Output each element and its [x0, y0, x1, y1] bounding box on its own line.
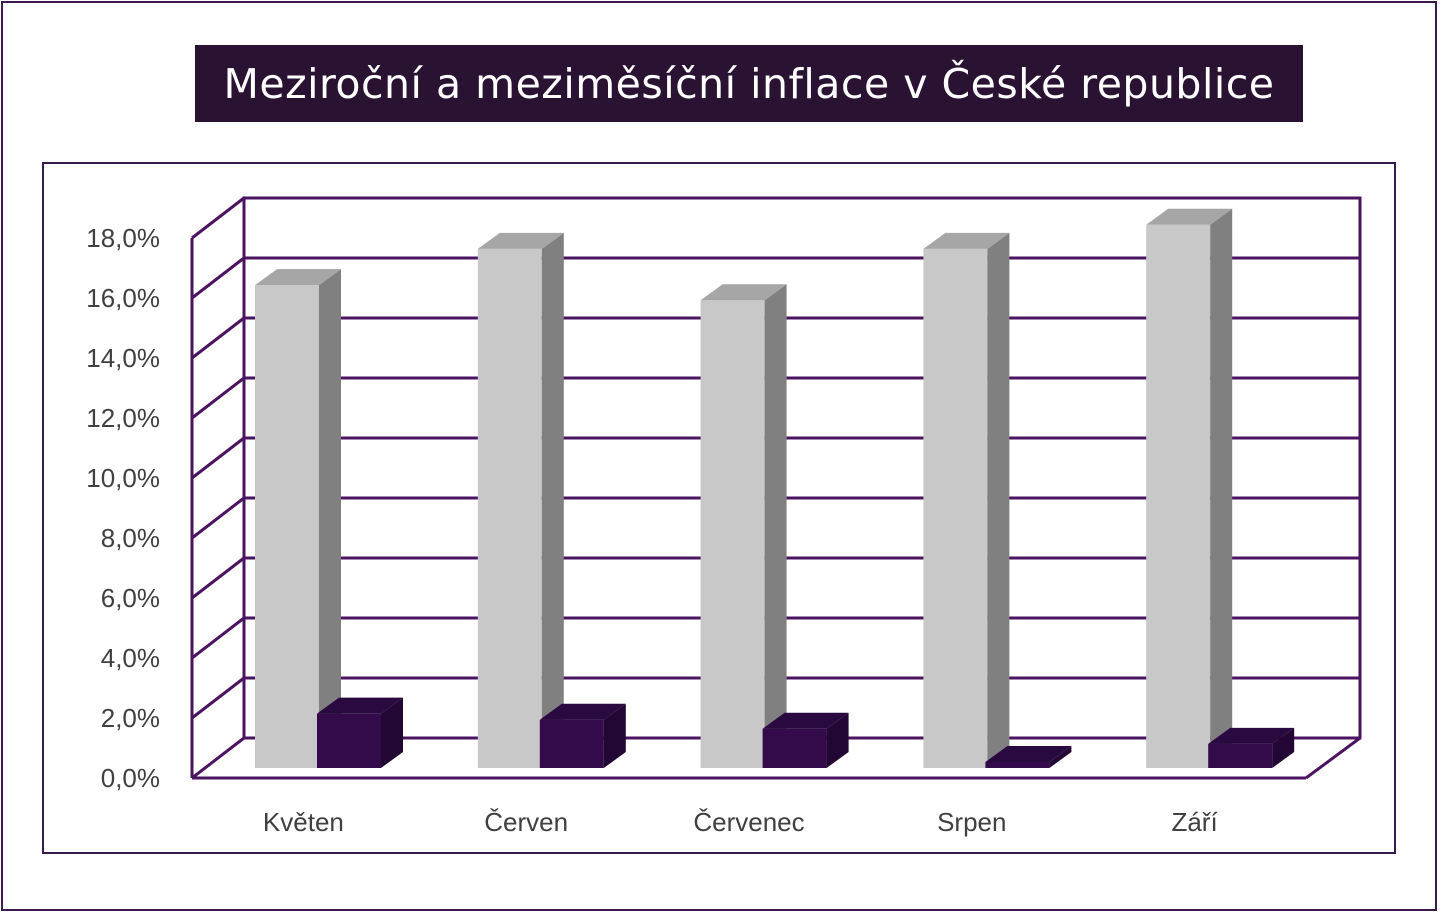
- bar-top: [923, 232, 1010, 249]
- x-axis-labels: Květen Červen Červenec Srpen Září: [263, 807, 1219, 837]
- y-tick-label: 16,0%: [86, 283, 160, 313]
- bar: [762, 712, 849, 768]
- bar-front: [477, 248, 542, 769]
- chart-title-box: Meziroční a meziměsíční inflace v České …: [195, 45, 1303, 122]
- bar: [539, 703, 626, 768]
- bar-side: [1272, 727, 1295, 768]
- bar-side: [1210, 208, 1233, 768]
- bars: [255, 208, 1295, 769]
- bar-front: [255, 285, 319, 768]
- bar-front: [923, 248, 988, 769]
- bar-side: [541, 232, 564, 769]
- bar-top: [1208, 727, 1295, 744]
- bar: [477, 232, 564, 769]
- x-category-label: Srpen: [937, 807, 1006, 837]
- bar-front: [317, 713, 381, 768]
- x-category-label: Červen: [484, 807, 568, 837]
- gridline-side: [191, 676, 245, 720]
- gridline-side: [191, 436, 245, 480]
- bar: [317, 697, 403, 768]
- bar-front: [1146, 224, 1211, 768]
- bar-side: [1049, 745, 1072, 768]
- bar-top: [1146, 208, 1233, 225]
- gridline-side: [191, 376, 245, 420]
- bar-front: [700, 300, 765, 768]
- bar: [700, 284, 787, 768]
- x-category-label: Září: [1171, 807, 1218, 837]
- y-tick-label: 18,0%: [86, 223, 160, 253]
- y-tick-label: 6,0%: [101, 583, 160, 613]
- y-tick-label: 12,0%: [86, 403, 160, 433]
- bar: [255, 269, 341, 768]
- bar: [1208, 727, 1295, 768]
- y-tick-label: 2,0%: [101, 703, 160, 733]
- bar-front: [762, 728, 827, 768]
- y-tick-label: 10,0%: [86, 463, 160, 493]
- gridline-side: [191, 556, 245, 600]
- gridline-side: [191, 496, 245, 540]
- gridline-side: [191, 196, 245, 240]
- bar-top: [539, 703, 626, 720]
- bar-front: [1208, 743, 1273, 768]
- bar-front: [539, 719, 604, 768]
- gridline-side: [191, 316, 245, 360]
- bar-top: [255, 269, 341, 286]
- bar-side: [987, 232, 1010, 769]
- floor-right-edge: [1305, 736, 1361, 780]
- y-tick-label: 8,0%: [101, 523, 160, 553]
- bar-side: [603, 703, 626, 768]
- chart-title: Meziroční a meziměsíční inflace v České …: [223, 59, 1275, 108]
- bar-side: [826, 712, 849, 768]
- y-axis-ticks: 0,0% 2,0% 4,0% 6,0% 8,0% 10,0% 12,0% 14,0% 16,0%…: [86, 223, 160, 793]
- bar-top: [700, 284, 787, 301]
- y-tick-label: 4,0%: [101, 643, 160, 673]
- bar-top: [317, 697, 403, 714]
- bar: [923, 232, 1010, 769]
- bar-front: [985, 761, 1050, 768]
- bar-side: [764, 284, 787, 768]
- x-category-label: Květen: [263, 807, 344, 837]
- bar-top: [762, 712, 849, 729]
- bar: [985, 745, 1072, 768]
- x-category-label: Červenec: [693, 807, 804, 837]
- gridline-side: [191, 736, 245, 780]
- bar-top: [985, 745, 1072, 762]
- bar-side: [319, 269, 341, 768]
- bar: [1146, 208, 1233, 768]
- y-tick-label: 0,0%: [101, 763, 160, 793]
- bar-top: [477, 232, 564, 249]
- gridline-side: [191, 616, 245, 660]
- chart-frame: [42, 162, 1396, 854]
- y-tick-label: 14,0%: [86, 343, 160, 373]
- bar-side: [381, 697, 403, 768]
- gridline-side: [191, 256, 245, 300]
